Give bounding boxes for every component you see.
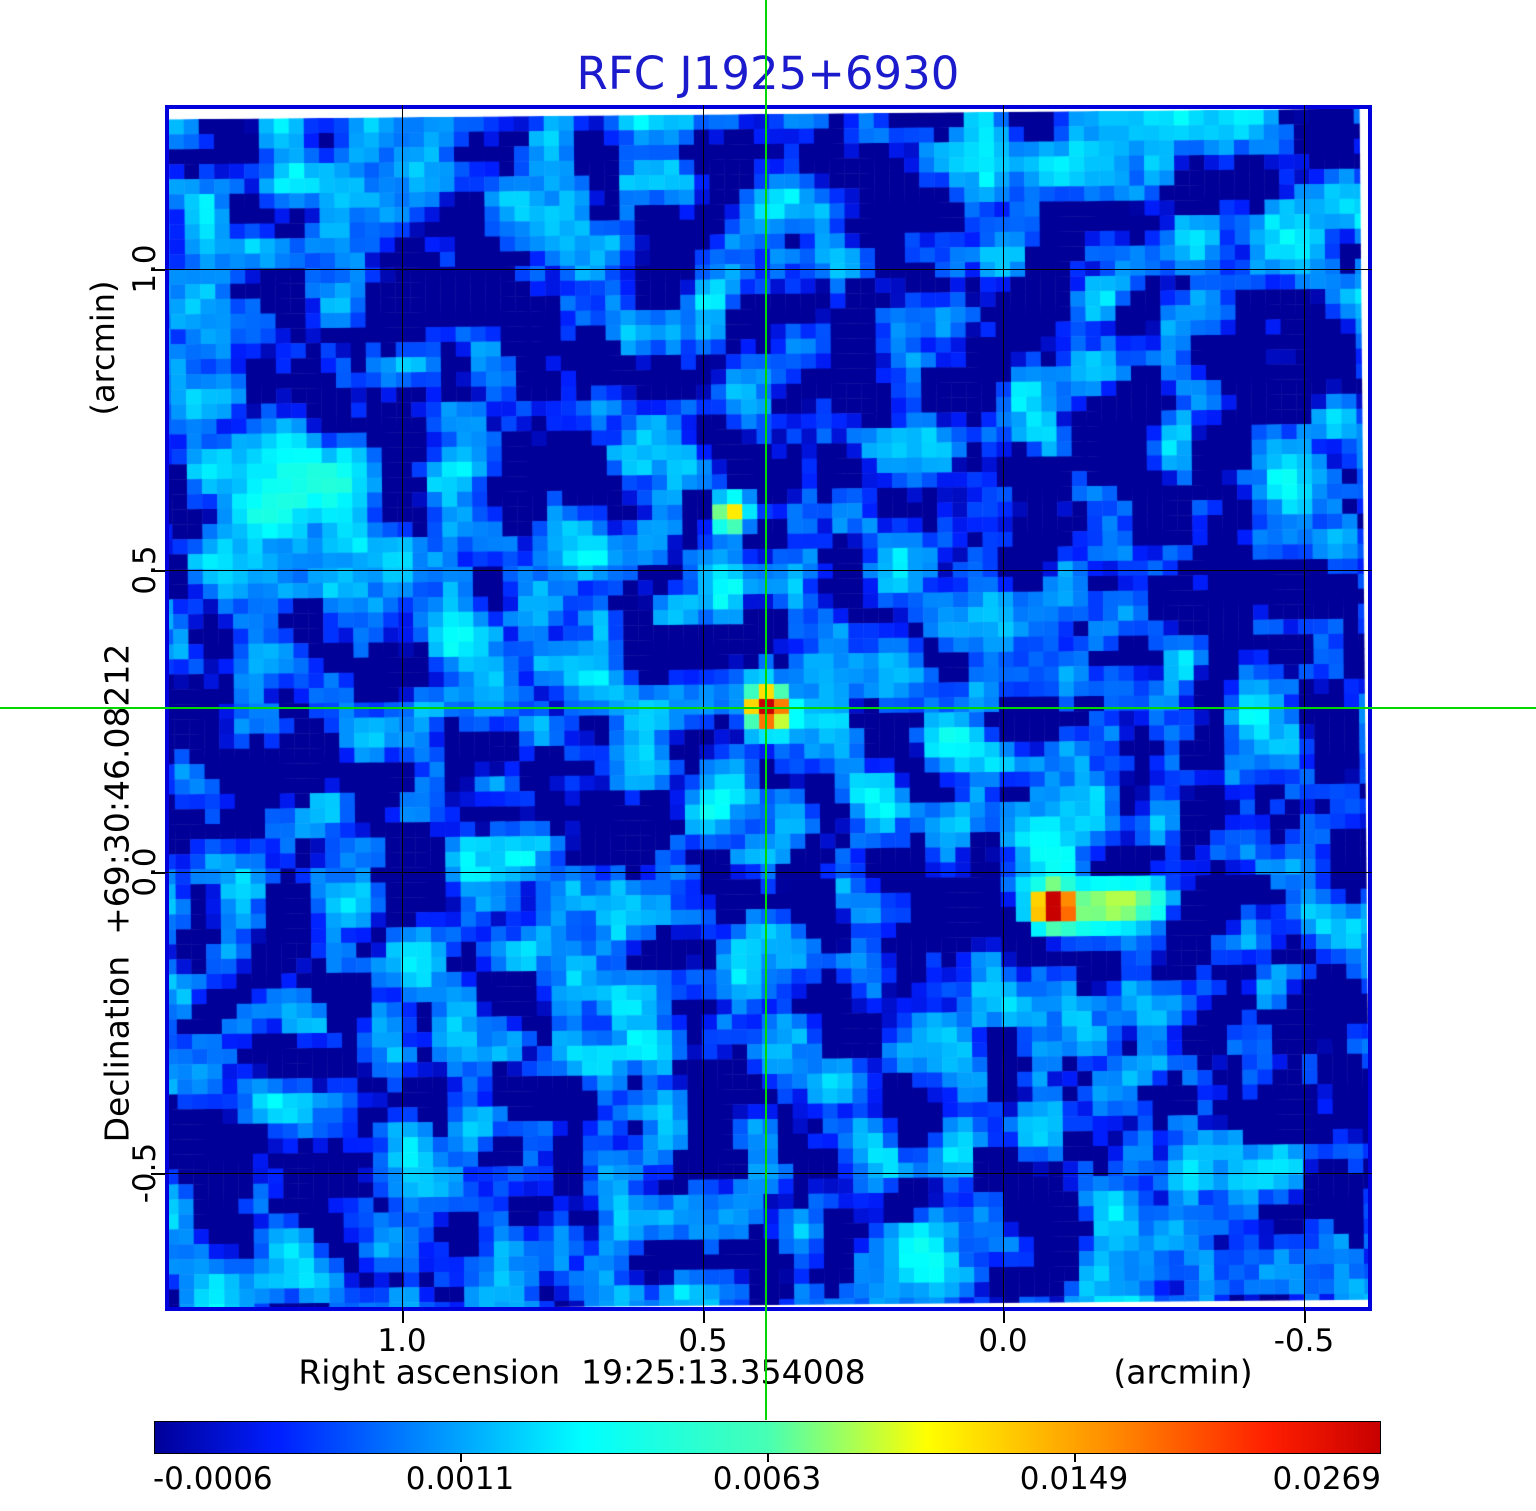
x-axis-unit-label: (arcmin)	[1113, 1352, 1253, 1392]
colorbar-label: -0.0006	[153, 1461, 273, 1497]
x-axis-tick	[1304, 1311, 1306, 1323]
colorbar-label: 0.0149	[1019, 1461, 1129, 1497]
colorbar-tick	[460, 1453, 462, 1462]
y-tick-label: 0.5	[127, 545, 163, 595]
x-tick-label: -0.5	[1273, 1323, 1335, 1359]
y-axis-tick	[151, 872, 165, 874]
page-title: RFC J1925+6930	[576, 47, 960, 100]
x-axis-label: Right ascension 19:25:13.354008	[298, 1352, 866, 1392]
x-axis-tick	[703, 1311, 705, 1323]
crosshair-horizontal-line	[0, 707, 1536, 709]
y-axis-tick	[151, 269, 165, 271]
y-axis-label: Declination +69:30:46.08212	[97, 643, 137, 1143]
colorbar	[154, 1421, 1381, 1454]
x-tick-label: 0.0	[978, 1323, 1028, 1359]
colorbar-tick	[1074, 1453, 1076, 1462]
colorbar-label: 0.0063	[712, 1461, 822, 1497]
y-axis-unit-label: (arcmin)	[84, 280, 122, 416]
y-tick-label: -0.5	[127, 1142, 163, 1204]
x-axis-tick	[1003, 1311, 1005, 1323]
y-tick-label: 1.0	[127, 244, 163, 294]
colorbar-label: 0.0269	[1272, 1461, 1381, 1497]
crosshair-vertical-line	[765, 0, 767, 1420]
y-axis-tick	[151, 1173, 165, 1175]
y-axis-tick	[151, 570, 165, 572]
colorbar-label: 0.0011	[405, 1461, 515, 1497]
colorbar-tick	[767, 1453, 769, 1462]
x-axis-tick	[402, 1311, 404, 1323]
